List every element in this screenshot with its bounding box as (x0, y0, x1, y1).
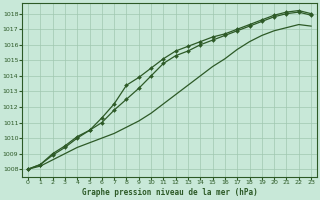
X-axis label: Graphe pression niveau de la mer (hPa): Graphe pression niveau de la mer (hPa) (82, 188, 257, 197)
